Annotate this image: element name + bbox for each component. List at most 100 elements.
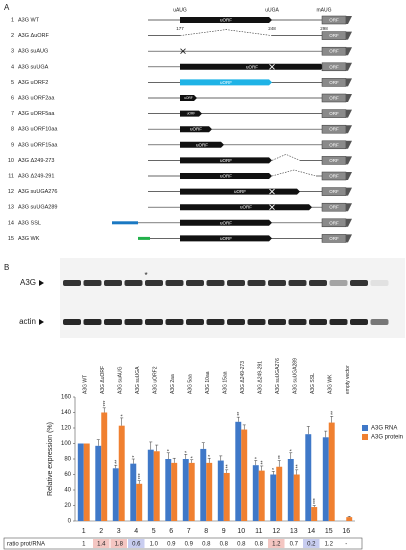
x-tick-label: A3G 15aa	[223, 371, 229, 394]
orf-end	[346, 187, 352, 196]
orf-end	[346, 109, 352, 118]
construct-name: A3G ΔuORF	[18, 33, 50, 39]
lane-number: 15	[325, 528, 333, 535]
blot-band	[268, 319, 286, 325]
ratio-value: 1	[82, 542, 86, 548]
bar	[136, 483, 143, 521]
bar	[188, 462, 195, 521]
error-bar	[236, 416, 240, 422]
construct-name: A3G Δ249-273	[18, 158, 54, 164]
blot-band	[350, 280, 368, 286]
error-bar	[225, 469, 229, 473]
ratio-value: 1.8	[115, 542, 124, 548]
bar	[95, 445, 102, 521]
uorf-label: uORF	[196, 142, 208, 147]
error-bar	[172, 457, 176, 463]
panel-label: B	[4, 263, 9, 272]
significance: **	[237, 412, 243, 416]
uorf-label: uORF	[190, 127, 202, 132]
bar	[217, 460, 224, 521]
uorf-label: uORF	[184, 96, 193, 100]
bar	[165, 459, 172, 521]
bar	[118, 425, 125, 521]
construct-name: A3G WK	[18, 236, 40, 242]
blot-arrow	[39, 319, 44, 325]
error-bar	[295, 469, 299, 475]
stop-mutation	[269, 63, 275, 70]
header-label: uUGA	[265, 7, 279, 13]
blot-band	[288, 280, 307, 286]
error-bar	[184, 454, 188, 459]
legend-label: A3G protein	[371, 435, 403, 441]
ratio-value: 1.2	[325, 542, 334, 548]
ratio-value: 0.8	[202, 542, 211, 548]
uorf-label: uORF	[220, 80, 232, 85]
orf-end	[346, 31, 352, 40]
start-mutation	[180, 48, 186, 54]
significance: ***	[313, 498, 319, 504]
error-bar	[131, 458, 135, 464]
lane-number: 2	[99, 528, 103, 535]
x-tick-label: A3G 5aa	[188, 374, 194, 394]
uorf-label: uORF	[240, 205, 252, 210]
bar	[101, 412, 108, 521]
deletion	[271, 154, 301, 161]
error-bar	[149, 441, 153, 450]
orf-label: ORF	[329, 158, 339, 163]
error-bar	[207, 457, 211, 463]
uorf-label: uORF	[220, 236, 232, 241]
construct-number: 2	[11, 33, 14, 39]
legend-swatch	[362, 434, 368, 440]
blot-band	[329, 319, 348, 325]
error-bar	[254, 460, 258, 466]
blot-band	[124, 319, 143, 325]
bar	[130, 463, 137, 521]
x-tick-label: empty vector	[345, 365, 351, 394]
orf-label: ORF	[329, 236, 339, 241]
blot-band	[165, 319, 184, 325]
orf-end	[346, 140, 352, 149]
error-bar	[201, 442, 205, 449]
orf-label: ORF	[329, 205, 339, 210]
bar	[252, 465, 259, 521]
blot-band	[350, 319, 368, 325]
significance: **	[261, 461, 267, 465]
y-tick-label: 100	[61, 441, 72, 447]
deletion	[179, 29, 273, 36]
construct-number: 8	[11, 127, 14, 133]
construct-name: A3G suUGA	[18, 64, 49, 70]
significance: **	[226, 464, 232, 468]
construct-number: 14	[8, 220, 14, 226]
bar	[171, 462, 178, 521]
bar	[182, 459, 189, 521]
blot-band	[370, 280, 389, 286]
lane-number: 3	[117, 528, 121, 535]
error-bar	[312, 505, 316, 508]
lane-number: 4	[134, 528, 138, 535]
wk	[138, 236, 150, 240]
x-tick-label: A3G SSL	[310, 373, 316, 394]
blot-band	[309, 319, 327, 325]
header-label: 248	[268, 26, 276, 31]
uorf-label: uORF	[220, 173, 232, 178]
blot-band	[186, 280, 204, 286]
construct-number: 10	[8, 158, 14, 164]
significance: **	[278, 455, 284, 459]
error-bar	[120, 417, 124, 426]
bar	[112, 468, 119, 521]
orf-end	[346, 156, 352, 165]
error-bar	[330, 416, 334, 423]
construct-name: A3G SSL	[18, 220, 41, 226]
error-bar	[289, 452, 293, 459]
ratio-highlight	[110, 539, 127, 548]
x-tick-label: A3G ΔuORF	[100, 366, 106, 394]
significance: *	[290, 449, 296, 451]
x-tick-label: A3G suUGA	[135, 366, 141, 394]
orf-end	[346, 218, 352, 227]
significance: *	[191, 456, 197, 458]
uorf-label: uORF	[220, 220, 232, 225]
bar	[235, 421, 242, 521]
construct-number: 1	[11, 17, 14, 23]
x-tick-label: A3G 10aa	[205, 371, 211, 394]
lane-number: 6	[169, 528, 173, 535]
